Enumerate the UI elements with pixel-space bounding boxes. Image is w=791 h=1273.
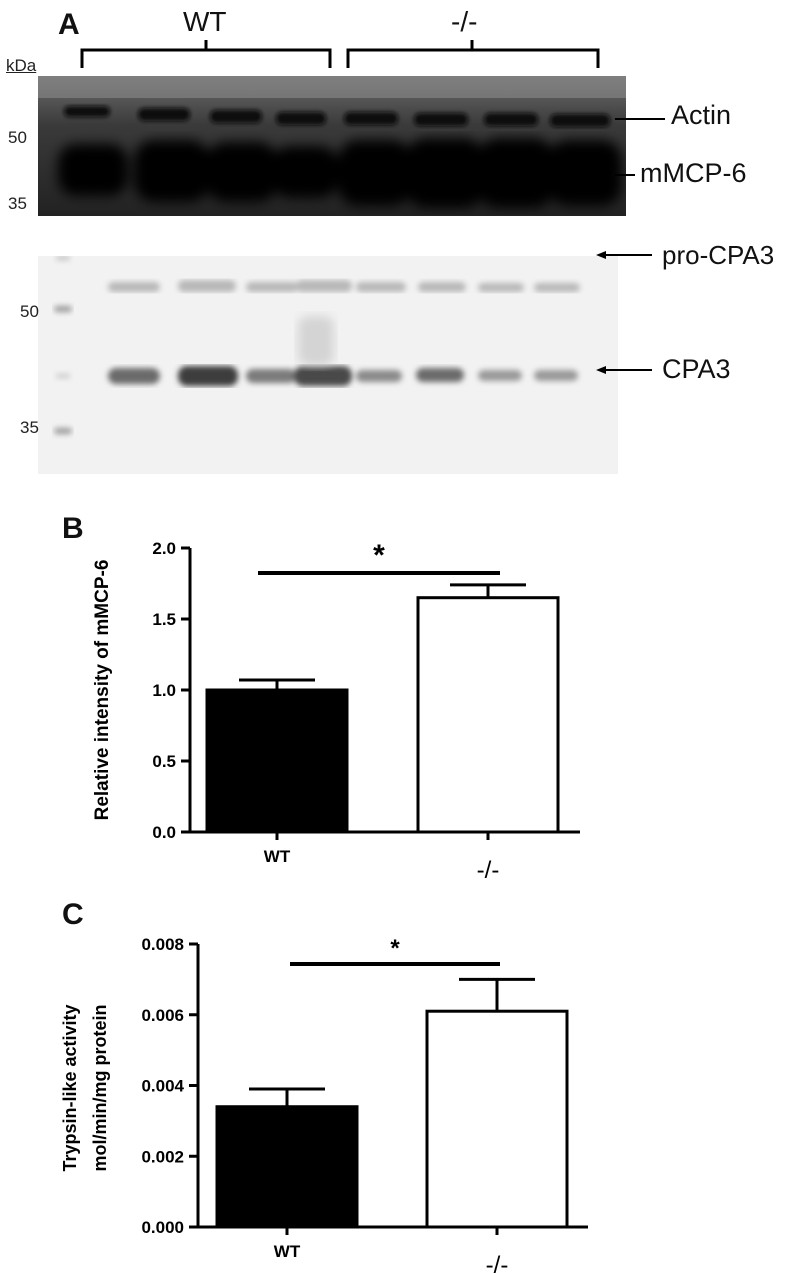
chart-c: 0.000 0.002 0.004 0.006 0.008 WT -/- * Trypsin-l…: [60, 935, 588, 1273]
blot-top-pointers: [615, 118, 665, 176]
group-label-ko: -/-: [451, 6, 478, 37]
blot-top-marker-35: 35: [8, 194, 27, 213]
blot-bottom-arrows: [596, 251, 652, 374]
blot-bottom-marker-50: 50: [20, 302, 39, 321]
bar-ko: [416, 596, 560, 834]
y-tick-label: 0.000: [141, 1218, 184, 1237]
kda-label: kDa: [6, 56, 37, 75]
band-label-cpa3: CPA3: [662, 354, 731, 384]
y-axis-label: Relative intensity of mMCP-6: [92, 560, 113, 821]
significance-star: *: [373, 539, 385, 572]
x-tick-label: WT: [264, 847, 291, 866]
blot-top-image: [38, 76, 626, 216]
bar-wt: [215, 1105, 359, 1229]
band-label-actin: Actin: [671, 100, 732, 130]
group-brackets: [80, 40, 600, 68]
y-tick-label: 0.002: [141, 1147, 184, 1166]
panel-letter-c: C: [62, 898, 84, 931]
significance-star: *: [390, 935, 400, 962]
bar-wt: [205, 688, 349, 834]
blot-bottom-marker-35: 35: [20, 418, 39, 437]
y-axis-label-line-2: mol/min/mg protein: [90, 1004, 110, 1171]
y-tick-label: 0.008: [141, 935, 184, 954]
group-label-wt: WT: [183, 6, 227, 37]
y-tick-label: 1.5: [152, 610, 176, 629]
y-tick-label: 0.5: [152, 752, 176, 771]
panel-letter-a: A: [58, 8, 80, 41]
y-axis-label-line-1: Trypsin-like activity: [60, 1004, 80, 1171]
y-tick-label: 0.0: [152, 823, 176, 842]
chart-b: 0.0 0.5 1.0 1.5 2.0 WT -/- * Relative intensity …: [92, 539, 580, 884]
x-tick-label: -/-: [477, 857, 500, 884]
blot-bottom-image: [38, 256, 618, 474]
blot-top-marker-50: 50: [8, 128, 27, 147]
y-tick-label: 1.0: [152, 681, 176, 700]
band-label-mmcp6: mMCP-6: [640, 158, 747, 188]
y-tick-label: 0.006: [141, 1006, 184, 1025]
y-tick-label: 0.004: [141, 1077, 184, 1096]
panel-letter-b: B: [62, 512, 84, 545]
x-tick-label: WT: [274, 1242, 301, 1261]
x-tick-label: -/-: [486, 1252, 509, 1273]
band-label-pro-cpa3: pro-CPA3: [662, 240, 775, 270]
bar-ko: [425, 1009, 569, 1229]
y-tick-label: 2.0: [152, 539, 176, 558]
